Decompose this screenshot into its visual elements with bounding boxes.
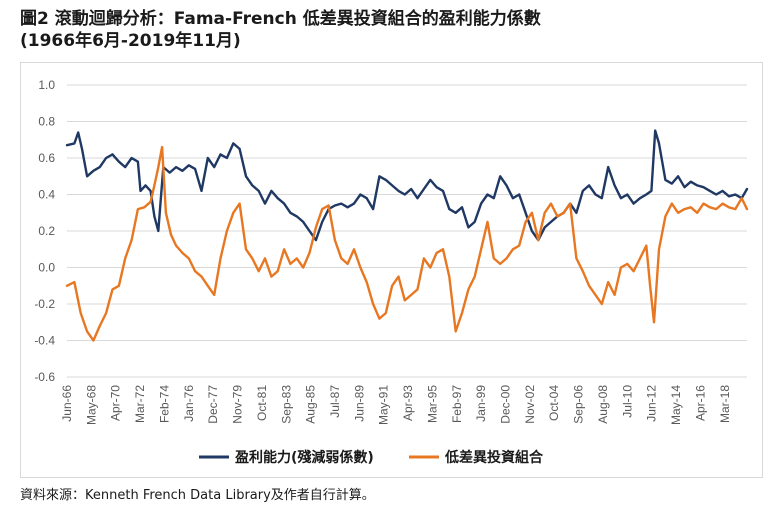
- x-tick-label: Jul-10: [620, 385, 634, 418]
- legend-label-low-variance: 低差異投資組合: [444, 449, 544, 466]
- x-tick-label: Feb-97: [450, 385, 464, 423]
- x-tick-label: Aug-08: [596, 385, 610, 424]
- x-tick-label: Mar-95: [425, 385, 439, 423]
- y-tick-label: -0.4: [34, 334, 55, 348]
- chart-panel: 1.0 0.8 0.6 0.4 0.2 0.0 -0.2 -0.4 -0.6 Jun-66 May…: [20, 62, 763, 478]
- y-tick-label: -0.6: [34, 370, 55, 384]
- x-tick-label: Apr-16: [693, 385, 707, 421]
- x-tick-label: Jun-66: [60, 385, 74, 422]
- series-lines: [65, 129, 749, 342]
- x-tick-label: Sep-83: [279, 385, 293, 424]
- y-tick-label: 0.6: [38, 151, 55, 165]
- x-tick-label: Apr-93: [401, 385, 415, 421]
- x-tick-label: Oct-04: [547, 385, 561, 421]
- x-tick-label: Apr-70: [109, 385, 123, 421]
- x-tick-label: Jun-89: [352, 385, 366, 422]
- legend-label-profitability: 盈利能力(殘減弱係數): [234, 449, 374, 466]
- y-tick-label: 0.2: [38, 224, 55, 238]
- x-tick-label: Sep-06: [572, 385, 586, 424]
- x-tick-label: Nov-02: [523, 385, 537, 424]
- x-tick-label: Oct-81: [255, 385, 269, 421]
- y-axis-ticks: 1.0 0.8 0.6 0.4 0.2 0.0 -0.2 -0.4 -0.6: [34, 78, 55, 384]
- legend: 盈利能力(殘減弱係數) 低差異投資組合: [199, 449, 544, 466]
- line-chart: 1.0 0.8 0.6 0.4 0.2 0.0 -0.2 -0.4 -0.6 Jun-66 May…: [34, 78, 749, 466]
- x-tick-label: Nov-79: [231, 385, 245, 424]
- y-tick-label: 0.4: [38, 188, 55, 202]
- series-line-low-variance: [65, 145, 749, 342]
- x-tick-label: Jan-99: [474, 385, 488, 422]
- source-note: 資料來源：Kenneth French Data Library及作者自行計算。: [20, 488, 375, 503]
- y-tick-label: 1.0: [38, 78, 55, 92]
- grid-lines: [67, 84, 747, 378]
- x-axis-ticks: Jun-66 May-68 Apr-70 Mar-72 Feb-74 Jan-76 Dec-…: [60, 385, 732, 425]
- y-tick-label: 0.0: [38, 261, 55, 275]
- chart-title-line1: 圖2 滾動迴歸分析：Fama-French 低差異投資組合的盈利能力係數: [20, 9, 541, 29]
- x-tick-label: Dec-77: [206, 385, 220, 424]
- chart-title-line2: (1966年6月-2019年11月): [20, 31, 241, 51]
- x-tick-label: Feb-74: [157, 385, 171, 423]
- x-tick-label: Dec-00: [499, 385, 513, 424]
- x-tick-label: May-14: [669, 385, 683, 425]
- x-tick-label: Jan-76: [182, 385, 196, 422]
- y-tick-label: -0.2: [34, 297, 55, 311]
- series-line-profitability: [65, 129, 749, 242]
- chart-title: 圖2 滾動迴歸分析：Fama-French 低差異投資組合的盈利能力係數 (19…: [20, 8, 541, 52]
- x-tick-label: May-68: [84, 385, 98, 425]
- x-tick-label: Aug-85: [304, 385, 318, 424]
- x-tick-label: Jul-87: [328, 385, 342, 418]
- x-tick-label: Mar-72: [133, 385, 147, 423]
- x-tick-label: May-91: [377, 385, 391, 425]
- x-tick-label: Jun-12: [645, 385, 659, 422]
- x-tick-label: Mar-18: [718, 385, 732, 423]
- y-tick-label: 0.8: [38, 115, 55, 129]
